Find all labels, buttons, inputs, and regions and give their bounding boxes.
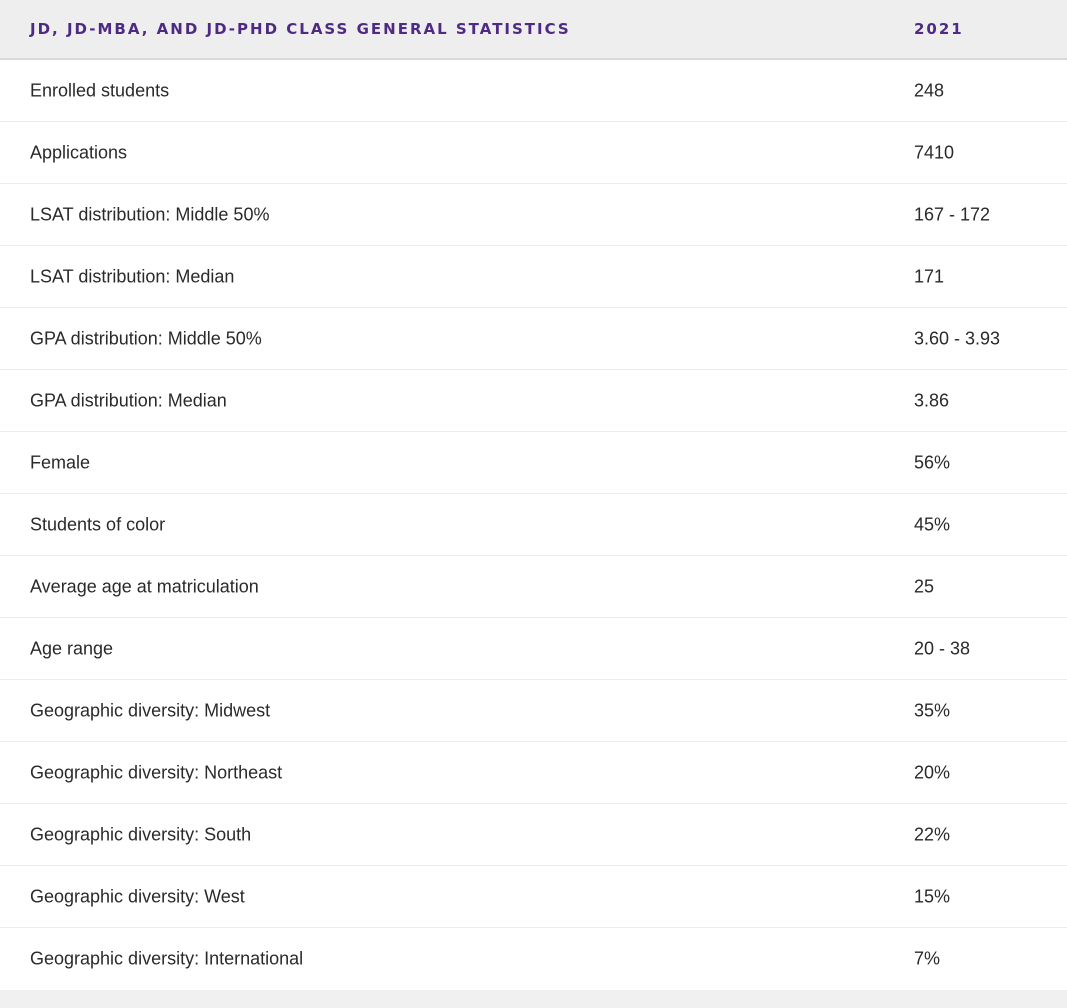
row-value: 35% [914,700,951,720]
row-value: 7410 [914,142,955,162]
row-label: Geographic diversity: Midwest [30,700,271,720]
table-header-title: JD, JD-MBA, AND JD-PHD CLASS GENERAL STA… [30,20,571,38]
table-row: Applications 7410 [0,122,1067,184]
table-row: Age range 20 - 38 [0,618,1067,680]
row-label: LSAT distribution: Median [30,266,235,286]
table-header-year: 2021 [914,20,964,38]
row-label: Geographic diversity: West [30,886,245,906]
table-row: Geographic diversity: Midwest 35% [0,680,1067,742]
row-label: Average age at matriculation [30,576,259,596]
row-label: GPA distribution: Median [30,390,227,410]
row-label: Geographic diversity: South [30,824,252,844]
row-label: LSAT distribution: Middle 50% [30,204,270,224]
table-row: LSAT distribution: Middle 50% 167 - 172 [0,184,1067,246]
row-value: 20% [914,762,951,782]
table-row: Students of color 45% [0,494,1067,556]
row-label: Geographic diversity: International [30,948,304,969]
row-value: 20 - 38 [914,638,971,658]
table-row: Enrolled students 248 [0,60,1067,122]
row-label: Applications [30,142,128,162]
row-label: Female [30,452,91,472]
row-label: Geographic diversity: Northeast [30,762,283,782]
row-label: Students of color [30,514,166,534]
table-row: Female 56% [0,432,1067,494]
table-row: LSAT distribution: Median 171 [0,246,1067,308]
table-row: Geographic diversity: South 22% [0,804,1067,866]
row-label: GPA distribution: Middle 50% [30,328,262,348]
table-row: Geographic diversity: West 15% [0,866,1067,928]
table-header-row: JD, JD-MBA, AND JD-PHD CLASS GENERAL STA… [0,0,1067,60]
row-value: 22% [914,824,951,844]
row-value: 171 [914,266,945,286]
row-value: 167 - 172 [914,204,991,224]
table-row: GPA distribution: Middle 50% 3.60 - 3.93 [0,308,1067,370]
row-value: 56% [914,452,951,472]
table-footer [0,990,1067,1008]
row-value: 15% [914,886,951,906]
row-value: 3.86 [914,390,950,410]
table-row: Geographic diversity: Northeast 20% [0,742,1067,804]
row-label: Age range [30,638,114,658]
table-row: Average age at matriculation 25 [0,556,1067,618]
row-value: 3.60 - 3.93 [914,328,1001,348]
row-label: Enrolled students [30,80,170,100]
table-row: Geographic diversity: International 7% [0,928,1067,990]
row-value: 45% [914,514,951,534]
row-value: 248 [914,80,945,100]
table-row: GPA distribution: Median 3.86 [0,370,1067,432]
row-value: 7% [914,948,941,969]
row-value: 25 [914,576,935,596]
